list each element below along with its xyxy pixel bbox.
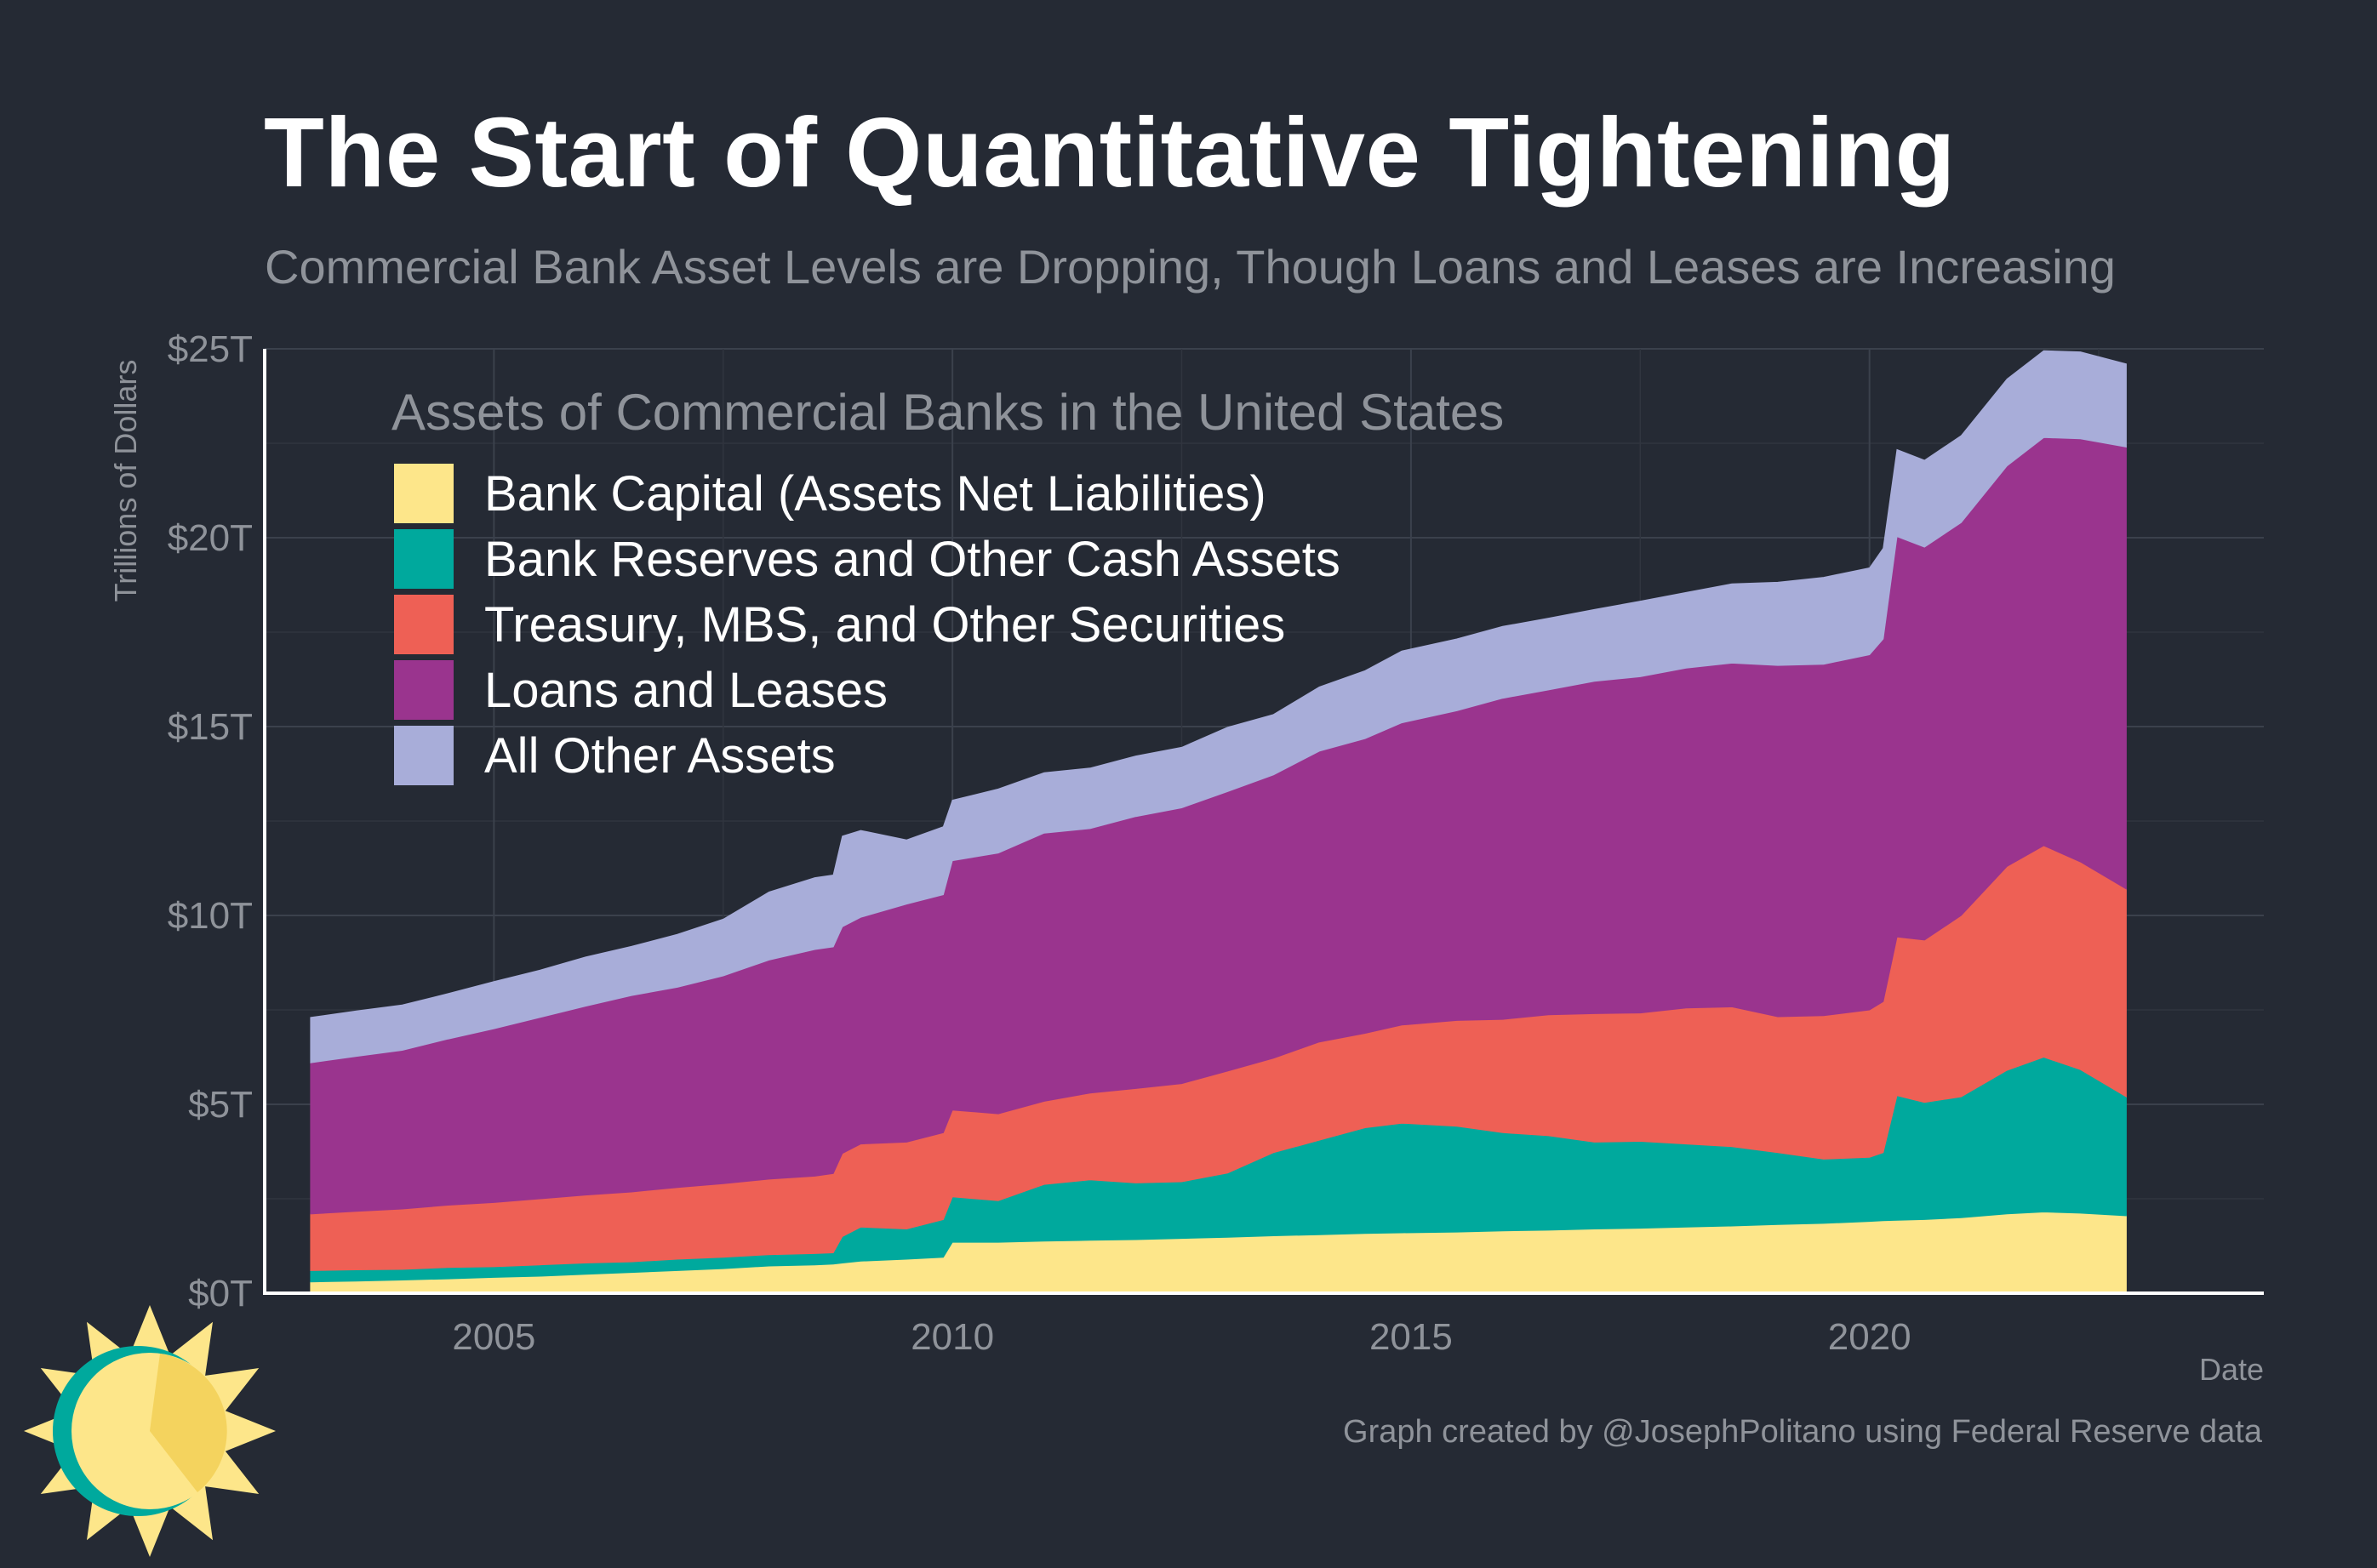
chart-subtitle: Commercial Bank Asset Levels are Droppin… xyxy=(265,240,2116,294)
legend: Assets of Commercial Banks in the United… xyxy=(391,384,1504,785)
legend-swatch xyxy=(394,726,454,785)
y-tick-label: $15T xyxy=(168,706,253,748)
legend-swatch xyxy=(394,660,454,720)
tick-labels: $0T $5T $10T $15T $20T $25T 2005 2010 2015 2020 xyxy=(168,328,1911,1358)
y-tick-label: $10T xyxy=(168,895,253,937)
y-tick-label: $0T xyxy=(188,1273,253,1314)
x-tick-label: 2015 xyxy=(1369,1316,1453,1358)
area-series-5 xyxy=(310,350,2127,1063)
legend-title: Assets of Commercial Banks in the United… xyxy=(391,384,1504,441)
x-tick-label: 2020 xyxy=(1828,1316,1911,1358)
legend-swatch xyxy=(394,595,454,654)
y-tick-label: $5T xyxy=(188,1084,253,1126)
legend-swatch xyxy=(394,529,454,589)
x-axis-title: Date xyxy=(2199,1352,2264,1387)
sun-icon xyxy=(24,1305,276,1557)
legend-label: Treasury, MBS, and Other Securities xyxy=(484,597,1285,653)
axes xyxy=(263,349,2264,1295)
source-credit: Graph created by @JosephPolitano using F… xyxy=(1343,1414,2262,1450)
legend-label: All Other Assets xyxy=(484,728,836,784)
area-series xyxy=(310,350,2127,1294)
y-tick-label: $25T xyxy=(168,328,253,370)
sun-shade xyxy=(150,1354,227,1492)
x-tick-label: 2010 xyxy=(911,1316,994,1358)
legend-label: Loans and Leases xyxy=(484,663,888,718)
x-tick-label: 2005 xyxy=(452,1316,535,1358)
chart-title: The Start of Quantitative Tightening xyxy=(264,97,1956,208)
legend-label: Bank Capital (Assets Net Liabilities) xyxy=(484,466,1266,522)
legend-swatch xyxy=(394,464,454,523)
legend-items: Bank Capital (Assets Net Liabilities) Ban… xyxy=(394,464,1340,785)
legend-label: Bank Reserves and Other Cash Assets xyxy=(484,532,1340,587)
y-tick-label: $20T xyxy=(168,517,253,559)
y-axis-title: Trillions of Dollars xyxy=(108,360,143,602)
